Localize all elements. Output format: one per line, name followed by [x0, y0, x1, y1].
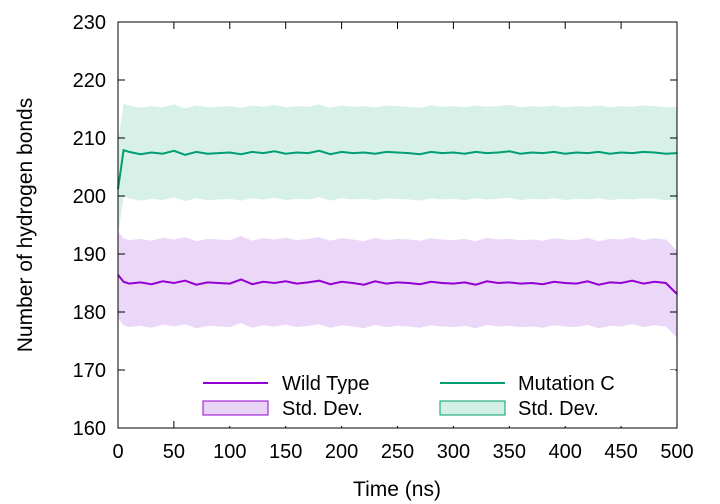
legend-label-wild-type: Wild Type — [282, 373, 369, 395]
x-tick-label: 250 — [381, 441, 414, 463]
x-axis-label: Time (ns) — [353, 478, 441, 501]
legend-label-wild-type-std: Std. Dev. — [282, 398, 363, 420]
legend-swatch-mutation-c-std — [439, 400, 506, 416]
x-tick-label: 500 — [660, 441, 693, 463]
plot-frame — [117, 21, 678, 429]
std-dev-bands — [118, 103, 677, 338]
x-tick-label: 50 — [163, 441, 185, 463]
x-tick-label: 350 — [493, 441, 526, 463]
y-tick-label: 190 — [73, 244, 106, 266]
legend-background — [196, 370, 675, 426]
legend: Wild Type Std. Dev. Mutation C Std. Dev. — [196, 370, 675, 426]
axis-ticks: 0 50 100 150 200 250 300 350 400 450 500 160 170 180 1… — [73, 12, 694, 463]
y-tick-label: 160 — [73, 418, 106, 440]
x-tick-label: 450 — [604, 441, 637, 463]
y-tick-label: 170 — [73, 360, 106, 382]
legend-label-mutation-c-std: Std. Dev. — [518, 398, 599, 420]
y-tick-label: 230 — [73, 12, 106, 34]
x-tick-label: 300 — [437, 441, 470, 463]
y-axis-label: Number of hydrogen bonds — [14, 98, 37, 353]
series-lines — [117, 148, 678, 295]
x-tick-label: 100 — [213, 441, 246, 463]
y-tick-label: 220 — [73, 70, 106, 92]
std-dev-band-mutation-c — [118, 103, 677, 236]
series-line-wild-type — [117, 274, 678, 295]
y-tick-label: 200 — [73, 186, 106, 208]
y-tick-label: 210 — [73, 128, 106, 150]
series-line-mutation-c — [117, 148, 678, 190]
x-tick-label: 150 — [269, 441, 302, 463]
legend-label-mutation-c: Mutation C — [518, 373, 615, 395]
legend-swatch-wild-type-std — [202, 400, 269, 416]
x-tick-label: 0 — [112, 441, 123, 463]
x-tick-label: 200 — [325, 441, 358, 463]
std-dev-band-wild-type — [118, 231, 677, 338]
y-tick-label: 180 — [73, 302, 106, 324]
x-tick-label: 400 — [549, 441, 582, 463]
